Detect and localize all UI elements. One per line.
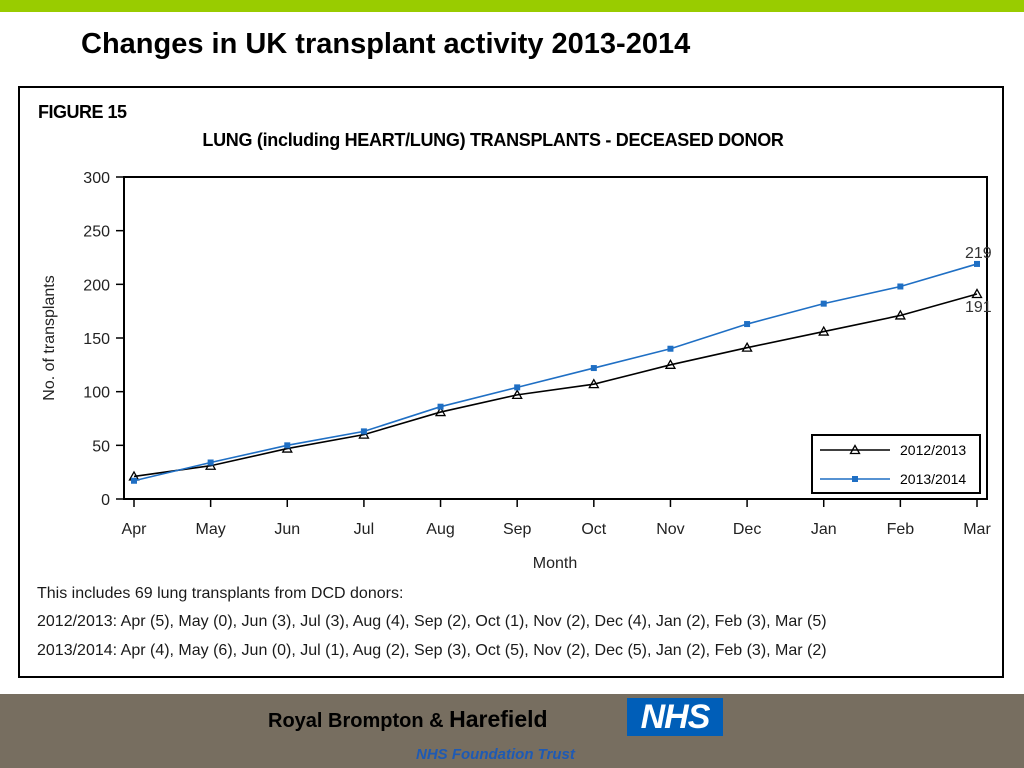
line-chart: 0 50 100 150 200 250 300 Apr May Jun Jul Aug Sep Oct…	[41, 170, 992, 572]
series-2013-2014	[131, 260, 980, 484]
end-labels: 219 191	[965, 245, 992, 316]
y-tick-label: 50	[92, 438, 110, 455]
legend-box	[811, 434, 981, 494]
figure-frame: FIGURE 15 LUNG (including HEART/LUNG) TR…	[18, 86, 1004, 678]
dcd-breakdown-2013-2014: 2013/2014: Apr (4), May (6), Jun (0), Ju…	[37, 642, 827, 659]
y-tick-label: 300	[83, 170, 110, 187]
x-tick-label: Sep	[503, 521, 532, 538]
x-tick-label: Jun	[274, 521, 300, 538]
data-point-marker	[664, 359, 677, 369]
data-point-marker	[852, 476, 858, 482]
nhs-logo: NHS	[627, 698, 723, 736]
data-point-marker	[818, 325, 830, 336]
organization-name-prefix: Royal Brompton &	[268, 710, 450, 732]
legend-label: 2013/2014	[900, 471, 966, 487]
x-axis-title: Month	[533, 555, 577, 572]
chart-title: LUNG (including HEART/LUNG) TRANSPLANTS …	[202, 130, 784, 150]
series-line	[133, 263, 978, 482]
top-accent-bar	[0, 0, 1024, 12]
data-point-marker	[667, 345, 674, 352]
end-label-2012-2013: 191	[965, 299, 992, 316]
data-point-marker	[820, 300, 827, 307]
data-point-marker	[744, 321, 751, 328]
data-point-marker	[514, 384, 521, 391]
legend-label: 2012/2013	[900, 442, 966, 458]
organization-name-suffix: Harefield	[449, 706, 548, 732]
x-tick-label: Dec	[733, 521, 761, 538]
y-axis-title: No. of transplants	[41, 275, 58, 400]
data-point-marker	[284, 442, 291, 449]
series-layer	[128, 260, 983, 484]
y-tick-label: 0	[101, 492, 110, 509]
footer-bar: Royal Brompton & Harefield NHS NHS Found…	[0, 694, 1024, 768]
data-point-marker	[434, 406, 447, 417]
legend: 2012/2013 2013/2014	[811, 434, 981, 494]
figure-label: FIGURE 15	[38, 102, 127, 122]
x-tick-label: Jan	[811, 521, 837, 538]
data-point-marker	[894, 309, 906, 320]
data-point-marker	[741, 341, 753, 352]
data-point-marker	[131, 477, 137, 484]
x-tick-label: Mar	[963, 521, 991, 538]
series-line	[133, 293, 978, 478]
series-2012-2013	[128, 288, 983, 481]
dcd-note: This includes 69 lung transplants from D…	[37, 585, 404, 602]
trust-name: NHS Foundation Trust	[416, 746, 575, 763]
data-point-marker	[897, 283, 904, 290]
data-point-marker	[588, 378, 600, 389]
slide-title: Changes in UK transplant activity 2013-2…	[81, 28, 691, 60]
x-tick-label: Nov	[656, 521, 684, 538]
x-tick-label: Oct	[581, 521, 606, 538]
x-tick-label: Aug	[426, 521, 454, 538]
y-tick-label: 200	[83, 277, 110, 294]
data-point-marker	[590, 365, 597, 372]
data-point-marker	[849, 444, 861, 455]
dcd-breakdown-2012-2013: 2012/2013: Apr (5), May (0), Jun (3), Ju…	[37, 613, 827, 630]
x-axis: Apr May Jun Jul Aug Sep Oct Nov Dec Jan Feb Mar	[122, 499, 991, 538]
end-label-2013-2014: 219	[965, 245, 992, 262]
data-point-marker	[207, 459, 214, 466]
x-tick-label: Jul	[354, 521, 374, 538]
x-tick-label: Apr	[122, 521, 148, 538]
data-point-marker	[974, 260, 980, 267]
x-tick-label: May	[196, 521, 226, 538]
y-axis: 0 50 100 150 200 250 300	[83, 170, 124, 509]
data-point-marker	[437, 403, 444, 410]
y-tick-label: 100	[83, 385, 110, 402]
data-point-marker	[971, 288, 983, 299]
y-tick-label: 250	[83, 224, 110, 241]
x-tick-label: Feb	[887, 521, 915, 538]
organization-name: Royal Brompton & Harefield	[268, 706, 548, 733]
data-point-marker	[511, 389, 523, 400]
y-tick-label: 150	[83, 331, 110, 348]
data-point-marker	[360, 428, 367, 435]
